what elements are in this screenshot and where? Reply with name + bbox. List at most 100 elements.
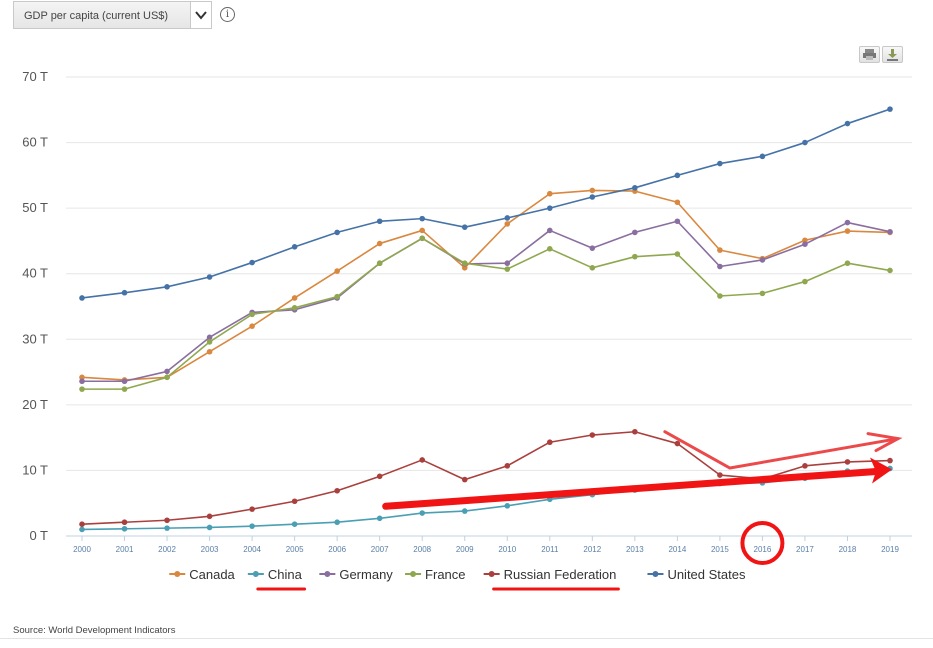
data-point-united-states (164, 284, 170, 290)
info-icon[interactable]: i (220, 7, 235, 22)
data-point-united-states (887, 106, 893, 112)
data-point-canada (674, 199, 681, 206)
x-tick-label: 2001 (116, 545, 134, 554)
data-point-russian-federation (164, 517, 170, 524)
data-point-france (759, 290, 766, 297)
data-point-canada (504, 221, 511, 227)
data-point-united-states (546, 205, 553, 211)
data-point-germany (632, 229, 638, 236)
x-tick-label: 2017 (796, 545, 814, 554)
data-point-russian-federation (887, 457, 893, 464)
x-tick-label: 2002 (158, 545, 176, 554)
series-line-united-states (81, 108, 891, 299)
data-point-china (461, 508, 468, 514)
data-point-united-states (334, 229, 340, 236)
legend-label-germany: Germany (339, 567, 393, 582)
x-tick-label: 2019 (881, 545, 899, 554)
legend-label-canada: Canada (189, 567, 235, 582)
data-point-france (717, 293, 723, 299)
data-point-france (546, 245, 553, 252)
data-point-germany (79, 378, 85, 385)
data-point-united-states (589, 194, 596, 200)
data-point-canada (589, 187, 596, 194)
series-line-france (82, 237, 891, 390)
y-tick-label: 70 T (22, 69, 48, 84)
data-point-united-states (674, 172, 681, 179)
x-tick-label: 2012 (583, 545, 601, 554)
y-tick-label: 30 T (22, 331, 48, 346)
data-point-united-states (121, 289, 128, 296)
indicator-select[interactable]: GDP per capita (current US$) (13, 1, 212, 29)
data-point-germany (546, 227, 553, 234)
data-point-china (206, 524, 213, 531)
data-point-russian-federation (504, 463, 511, 469)
x-tick-label: 2004 (243, 545, 261, 554)
data-point-russian-federation (206, 513, 213, 520)
legend-marker-france (410, 571, 417, 577)
data-point-france (249, 311, 255, 318)
legend-marker-germany (324, 571, 331, 577)
y-tick-label: 10 T (22, 462, 48, 477)
x-tick-label: 2005 (286, 545, 304, 554)
data-point-france (674, 251, 681, 257)
legend-label-china: China (268, 567, 303, 582)
legend-label-france: France (425, 567, 465, 582)
data-point-canada (546, 190, 553, 197)
data-point-united-states (844, 120, 851, 127)
data-point-france (376, 260, 383, 267)
data-point-russian-federation (802, 463, 808, 469)
data-point-canada (419, 227, 426, 234)
data-point-canada (291, 295, 298, 301)
legend-marker-canada (174, 571, 181, 577)
legend-marker-united-states (652, 571, 659, 577)
data-point-germany (759, 257, 766, 263)
data-point-germany (717, 263, 723, 270)
data-point-china (504, 503, 511, 509)
x-tick-label: 2016 (754, 545, 772, 554)
data-point-russian-federation (334, 487, 340, 494)
data-point-canada (249, 323, 255, 329)
chevron-down-icon[interactable] (190, 2, 211, 28)
data-point-united-states (79, 295, 85, 301)
x-tick-label: 2010 (498, 545, 516, 554)
data-point-russian-federation (121, 519, 128, 526)
data-point-united-states (206, 274, 213, 280)
data-point-russian-federation (249, 506, 255, 512)
data-point-russian-federation (376, 473, 383, 480)
x-tick-label: 2000 (73, 545, 91, 554)
data-point-france (589, 265, 596, 271)
x-tick-label: 2018 (839, 545, 857, 554)
data-point-canada (206, 348, 213, 355)
annotation-arrow-russia (663, 430, 900, 470)
data-point-united-states (249, 259, 255, 266)
data-point-germany (164, 368, 170, 375)
data-point-germany (887, 228, 893, 235)
series-line-canada (81, 189, 891, 381)
annotation-arrow-china (382, 467, 880, 510)
y-tick-label: 40 T (22, 266, 48, 281)
data-point-russian-federation (79, 521, 85, 527)
source-note: Source: World Development Indicators (13, 625, 176, 636)
data-point-russian-federation (632, 428, 638, 435)
data-point-canada (461, 265, 468, 271)
download-icon (887, 49, 898, 61)
data-point-united-states (802, 139, 808, 146)
divider (0, 638, 933, 639)
series-line-germany (82, 220, 891, 383)
print-button[interactable] (859, 46, 880, 63)
data-point-germany (206, 334, 213, 341)
legend-marker-china (252, 571, 259, 577)
download-button[interactable] (882, 46, 903, 63)
data-point-united-states (461, 224, 468, 230)
data-point-russian-federation (589, 432, 596, 438)
data-point-france (504, 266, 511, 272)
data-point-china (334, 519, 340, 526)
data-point-france (419, 235, 426, 242)
legend-label-united-states: United States (667, 567, 746, 582)
data-point-france (79, 386, 85, 392)
data-point-germany (844, 219, 851, 226)
data-point-france (334, 293, 340, 300)
x-tick-label: 2009 (456, 545, 474, 554)
y-tick-label: 0 T (29, 528, 48, 543)
data-point-united-states (632, 185, 638, 191)
